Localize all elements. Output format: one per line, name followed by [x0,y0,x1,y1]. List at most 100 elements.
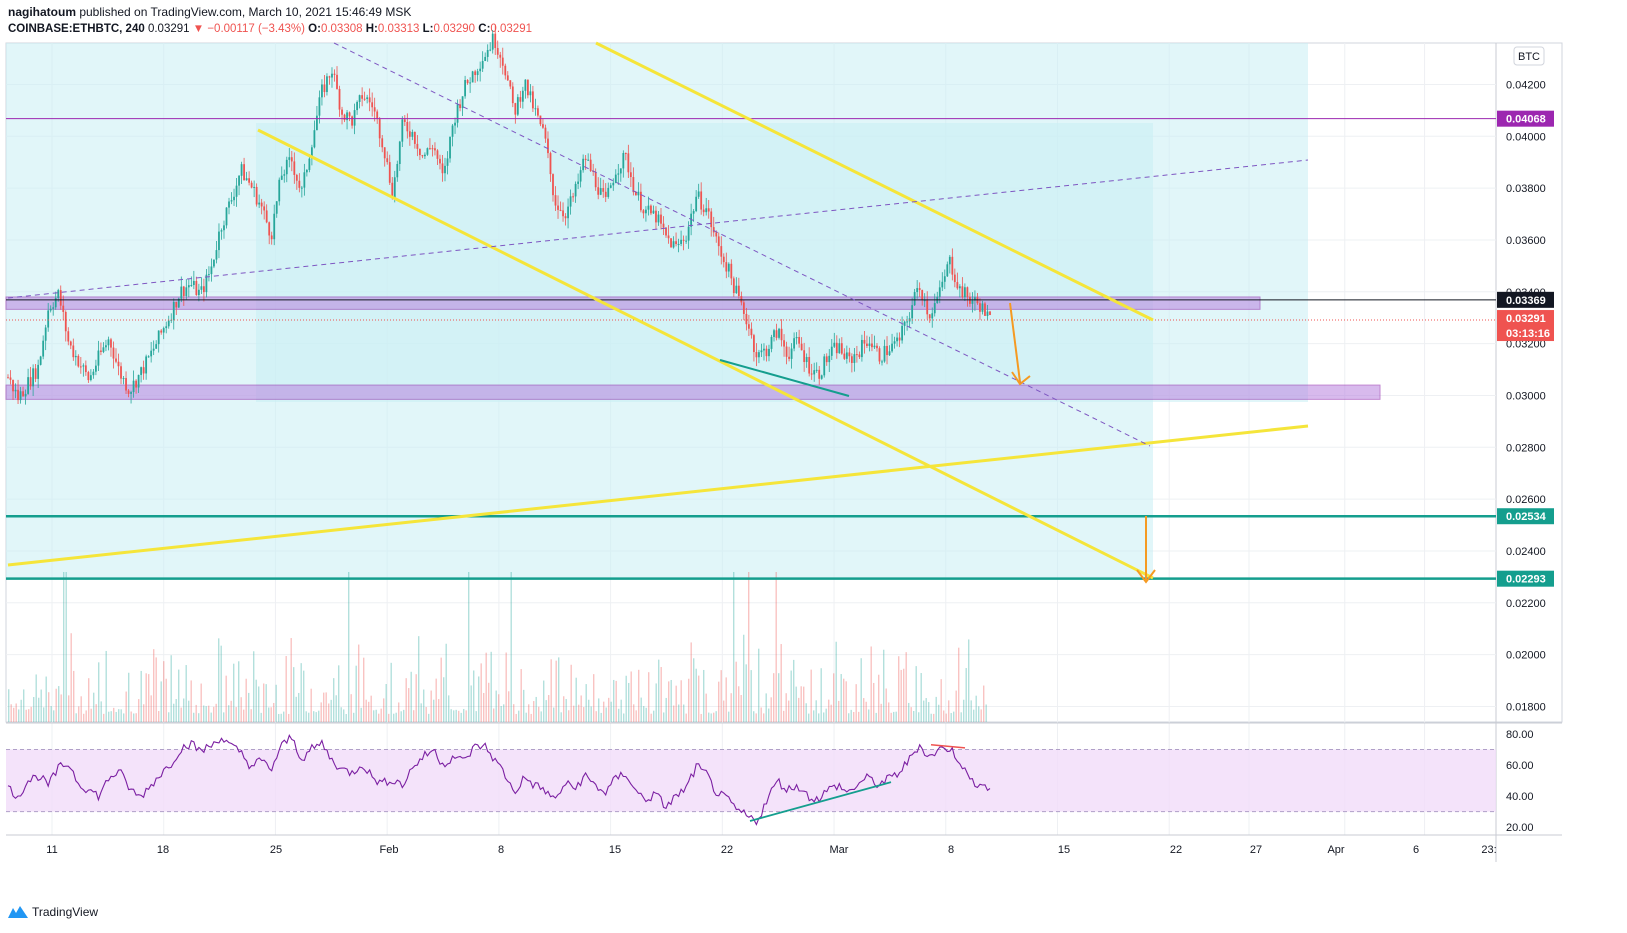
price-axis[interactable]: BTC0.042000.040000.038000.036000.034000.… [1497,46,1554,713]
volume-bar [445,643,447,722]
volume-bar [373,710,375,722]
candle-body [413,131,416,144]
volume-bar [33,697,35,722]
volume-bar [410,671,412,722]
volume-bar [890,712,892,722]
candle-body [496,48,499,55]
volume-bar [933,713,935,722]
candle-body [961,286,964,298]
volume-bar [250,709,252,722]
candle-body [313,130,316,148]
candle-body [205,274,208,293]
volume-bars [8,572,987,722]
volume-bar [858,711,860,722]
volume-bar [455,709,457,722]
price-tick-0: 0.04200 [1506,79,1546,91]
time-tick-7: Mar [830,844,849,856]
price-label-1: 0.03369 [1506,295,1546,307]
volume-bar [243,709,245,722]
volume-bar [120,709,122,722]
volume-bar [140,670,142,722]
volume-bar [405,678,407,722]
volume-bar [15,703,17,722]
volume-bar [865,701,867,722]
volume-bar [628,682,630,722]
volume-bar [685,713,687,722]
candle-body [705,208,708,213]
candle-body [672,241,675,248]
price-tick-1: 0.04000 [1506,131,1546,143]
volume-bar [360,707,362,722]
candle-body [7,377,9,379]
candle-body [896,337,898,342]
candle-body [974,297,976,301]
price-label-bg-4 [1497,508,1554,525]
candle-body [356,101,358,111]
tradingview-logo-icon [8,906,28,918]
price-label-bg-2 [1497,310,1554,327]
volume-bar [365,699,367,722]
volume-bar [460,712,462,722]
volume-bar [443,677,445,722]
volume-bar [203,705,205,722]
volume-bar [150,695,152,722]
candle-body [210,266,213,275]
candle-body [474,71,477,76]
candle-body [627,153,630,173]
candle-body [436,150,439,159]
volume-bar [493,708,495,722]
volume-bar [358,644,360,722]
price-label-bg-5 [1497,570,1554,587]
author[interactable]: nagihatoum [8,5,76,19]
volume-bar [813,710,815,722]
tradingview-brand[interactable]: TradingView [8,905,98,919]
candle-body [760,350,763,353]
time-tick-3: Feb [380,844,399,856]
volume-bar [403,709,405,722]
volume-bar [623,713,625,722]
candle-body [167,320,170,327]
candle-body [589,159,592,171]
candle-body [710,211,713,228]
volume-bar [375,709,377,722]
candle-body [564,216,567,219]
candle-body [393,177,396,199]
time-axis[interactable]: 11 18 25 Feb 8 15 22 Mar 8 15 22 27 Apr 6 23: [6,834,1562,856]
volume-bar [383,698,385,722]
volume-bar [350,694,352,722]
volume-bar [635,710,637,722]
volume-bar [833,673,835,722]
candle-body [778,328,780,338]
symbol-legend: COINBASE:ETHBTC, 240 0.03291 ▼ −0.00117 … [8,21,532,38]
candle-body [97,350,100,366]
volume-bar [353,712,355,722]
candle-body [461,96,464,109]
candle-body [74,355,77,358]
candle-body [406,121,409,132]
candle-body [57,290,60,299]
candle-body [770,336,773,349]
volume-bar [220,645,222,722]
volume-bar [30,706,32,722]
volume-bar [938,704,940,722]
symbol-name[interactable]: COINBASE:ETHBTC, 240 [8,23,145,35]
volume-bar [165,678,167,722]
volume-bar [183,698,185,722]
volume-bar [25,709,27,722]
volume-bar [340,707,342,722]
publish-info: nagihatoum published on TradingView.com,… [8,4,532,21]
volume-bar [428,713,430,722]
volume-bar [343,709,345,722]
volume-bar [348,572,350,722]
volume-bar [320,702,322,722]
volume-bar [893,711,895,722]
candle-body [147,356,150,358]
price-label-bg-3 [1497,325,1554,342]
candle-body [858,354,861,358]
volume-bar [18,709,20,722]
volume-bar [778,673,780,722]
candle-body [951,256,954,275]
candle-body [730,263,733,279]
price-tick-9: 0.02400 [1506,546,1546,558]
